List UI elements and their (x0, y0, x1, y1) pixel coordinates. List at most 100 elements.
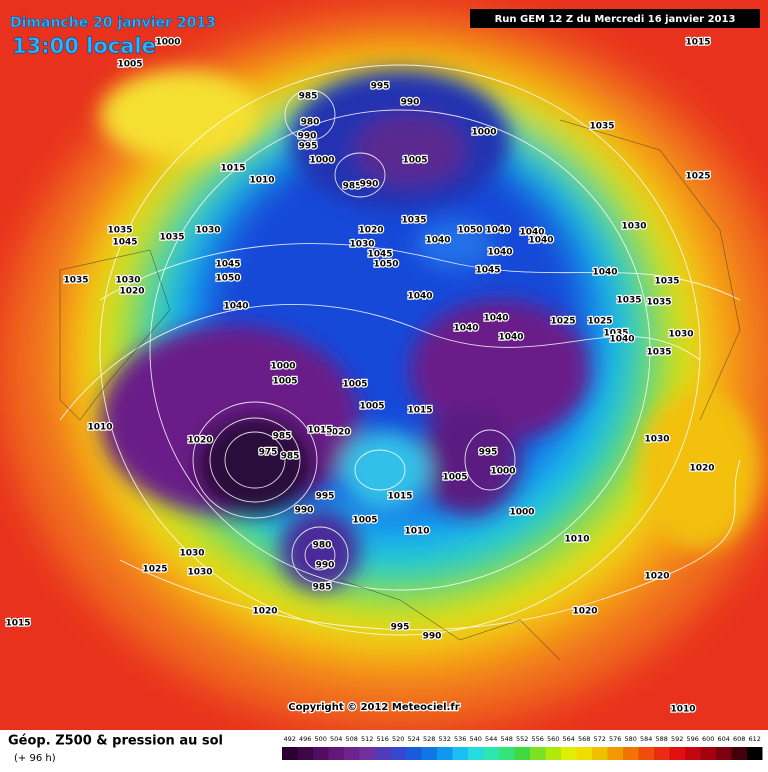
scale-label: 520 (392, 735, 404, 743)
scale-swatch (390, 747, 406, 760)
scale-label: 500 (315, 735, 327, 743)
isobar-label: 1030 (621, 222, 646, 232)
isobar-label: 1020 (644, 572, 669, 582)
scale-label: 584 (640, 735, 652, 743)
isobar-label: 1050 (457, 226, 482, 236)
scale-swatch (623, 747, 639, 760)
isobar-label: 1010 (564, 535, 589, 545)
run-box (470, 9, 760, 28)
scale-label: 512 (361, 735, 373, 743)
isobar-label: 1010 (87, 423, 112, 433)
isobar-label: 1040 (485, 226, 510, 236)
scale-swatch (545, 747, 561, 760)
isobar-label: 1035 (401, 216, 426, 226)
isobar-label: 1040 (407, 292, 432, 302)
scale-swatch (282, 747, 298, 760)
isobar-label: 1000 (471, 128, 496, 138)
isobar-label: 1035 (646, 348, 671, 358)
isobar-label: 1000 (490, 467, 515, 477)
scale-label: 496 (299, 735, 311, 743)
isobar-label: 1005 (342, 380, 367, 390)
isobar-label: 1020 (689, 464, 714, 474)
scale-swatch (638, 747, 654, 760)
isobar-label: 1010 (249, 176, 274, 186)
isobar-label: 990 (298, 132, 317, 142)
scale-swatch (514, 747, 530, 760)
scale-label: 536 (454, 735, 466, 743)
isobar-label: 1035 (654, 277, 679, 287)
isobar-label: 1030 (195, 226, 220, 236)
scale-label: 552 (516, 735, 528, 743)
scale-swatch (421, 747, 437, 760)
scale-swatch (592, 747, 608, 760)
isobar-label: 1015 (407, 406, 432, 416)
isobar-label: 1000 (270, 362, 295, 372)
local-time: 13:00 locale (12, 34, 156, 58)
isobar-label: 1045 (367, 250, 392, 260)
scale-label: 572 (594, 735, 606, 743)
isobar-label: 1040 (609, 335, 634, 345)
isobar-label: 1010 (404, 527, 429, 537)
isobar-label: 1020 (252, 607, 277, 617)
isobar-label: 1005 (117, 60, 142, 70)
isobar-label: 1035 (646, 298, 671, 308)
isobar-label: 995 (299, 142, 318, 152)
isobar-label: 1040 (592, 268, 617, 278)
isobar-label: 1030 (644, 435, 669, 445)
scale-label: 592 (671, 735, 683, 743)
scale-label: 516 (377, 735, 389, 743)
isobar-label: 1040 (483, 314, 508, 324)
isobar-label: 1000 (309, 156, 334, 166)
scale-label: 528 (423, 735, 435, 743)
isobar-label: 1015 (220, 164, 245, 174)
isobar-label: 1025 (685, 172, 710, 182)
color-scale: 492 496 500 504 508 512 516 520 524 528 532 536 540 5… (282, 735, 763, 760)
scale-swatch (576, 747, 592, 760)
scale-label: 604 (718, 735, 730, 743)
scale-label: 576 (609, 735, 621, 743)
isobar-label: 1045 (215, 260, 240, 270)
isobar-label: 1040 (453, 324, 478, 334)
isobar-label: 1030 (668, 330, 693, 340)
isobar-label: 995 (479, 448, 498, 458)
isobar-label: 1015 (307, 426, 332, 436)
scale-swatch (297, 747, 313, 760)
isobar-label: 985 (343, 182, 362, 192)
scale-label: 560 (547, 735, 559, 743)
scale-swatch (437, 747, 453, 760)
isobar-label: 1025 (142, 565, 167, 575)
scale-swatch (561, 747, 577, 760)
isobar-label: 990 (401, 98, 420, 108)
map-field (0, 0, 768, 730)
run-date: Dimanche 20 janvier 2013 (10, 15, 216, 31)
footer-lead: (+ 96 h) (14, 753, 56, 764)
scale-label: 588 (656, 735, 668, 743)
isobar-label: 975 (259, 448, 278, 458)
isobar-label: 1030 (179, 549, 204, 559)
scale-swatch (685, 747, 701, 760)
isobar-label: 1005 (272, 377, 297, 387)
isobar-label: 1015 (387, 492, 412, 502)
isobar-label: 1045 (475, 266, 500, 276)
scale-swatch (669, 747, 685, 760)
isobar-label: 1015 (5, 619, 30, 629)
isobar-label: 1005 (352, 516, 377, 526)
scale-label: 544 (485, 735, 497, 743)
isobar-labels: 1000100510159859809909951000995990100010… (4, 36, 715, 715)
isobar-label: 1030 (187, 568, 212, 578)
isobar-label: 1035 (589, 122, 614, 132)
scale-label: 608 (733, 735, 745, 743)
isobar-label: 1040 (223, 302, 248, 312)
isobar-label: 1020 (572, 607, 597, 617)
isobar-label: 1035 (616, 296, 641, 306)
isobar-label: 995 (391, 623, 410, 633)
scale-label: 504 (330, 735, 342, 743)
isobar-label: 1005 (402, 156, 427, 166)
scale-swatch (452, 747, 468, 760)
scale-swatch (499, 747, 515, 760)
isobar-label: 1035 (159, 233, 184, 243)
scale-label: 508 (346, 735, 358, 743)
scale-swatch (313, 747, 329, 760)
scale-label: 564 (563, 735, 575, 743)
